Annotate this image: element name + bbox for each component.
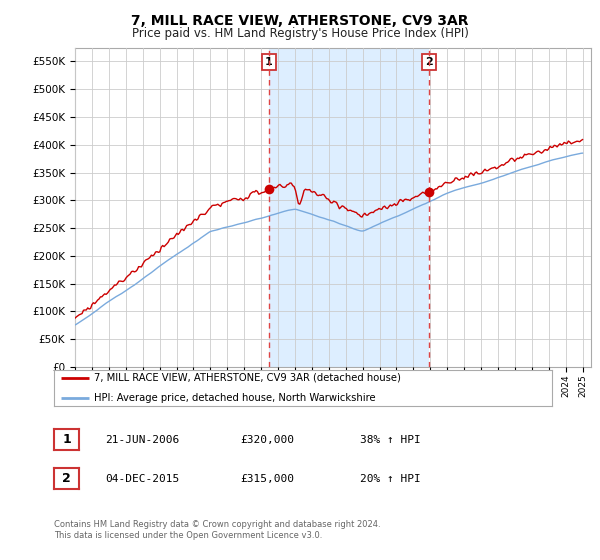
Text: 20% ↑ HPI: 20% ↑ HPI: [360, 474, 421, 484]
Text: Contains HM Land Registry data © Crown copyright and database right 2024.: Contains HM Land Registry data © Crown c…: [54, 520, 380, 529]
Text: 38% ↑ HPI: 38% ↑ HPI: [360, 435, 421, 445]
Bar: [269, 48, 429, 367]
Text: This data is licensed under the Open Government Licence v3.0.: This data is licensed under the Open Gov…: [54, 531, 322, 540]
Text: 1: 1: [265, 57, 273, 67]
Text: 1: 1: [62, 433, 71, 446]
Text: £315,000: £315,000: [240, 474, 294, 484]
Text: £320,000: £320,000: [240, 435, 294, 445]
Text: 04-DEC-2015: 04-DEC-2015: [105, 474, 179, 484]
Text: 2: 2: [62, 472, 71, 486]
Text: 21-JUN-2006: 21-JUN-2006: [105, 435, 179, 445]
Text: 7, MILL RACE VIEW, ATHERSTONE, CV9 3AR: 7, MILL RACE VIEW, ATHERSTONE, CV9 3AR: [131, 14, 469, 28]
Text: Price paid vs. HM Land Registry's House Price Index (HPI): Price paid vs. HM Land Registry's House …: [131, 27, 469, 40]
Text: 2: 2: [425, 57, 433, 67]
Text: 7, MILL RACE VIEW, ATHERSTONE, CV9 3AR (detached house): 7, MILL RACE VIEW, ATHERSTONE, CV9 3AR (…: [94, 372, 401, 382]
Text: HPI: Average price, detached house, North Warwickshire: HPI: Average price, detached house, Nort…: [94, 393, 376, 403]
